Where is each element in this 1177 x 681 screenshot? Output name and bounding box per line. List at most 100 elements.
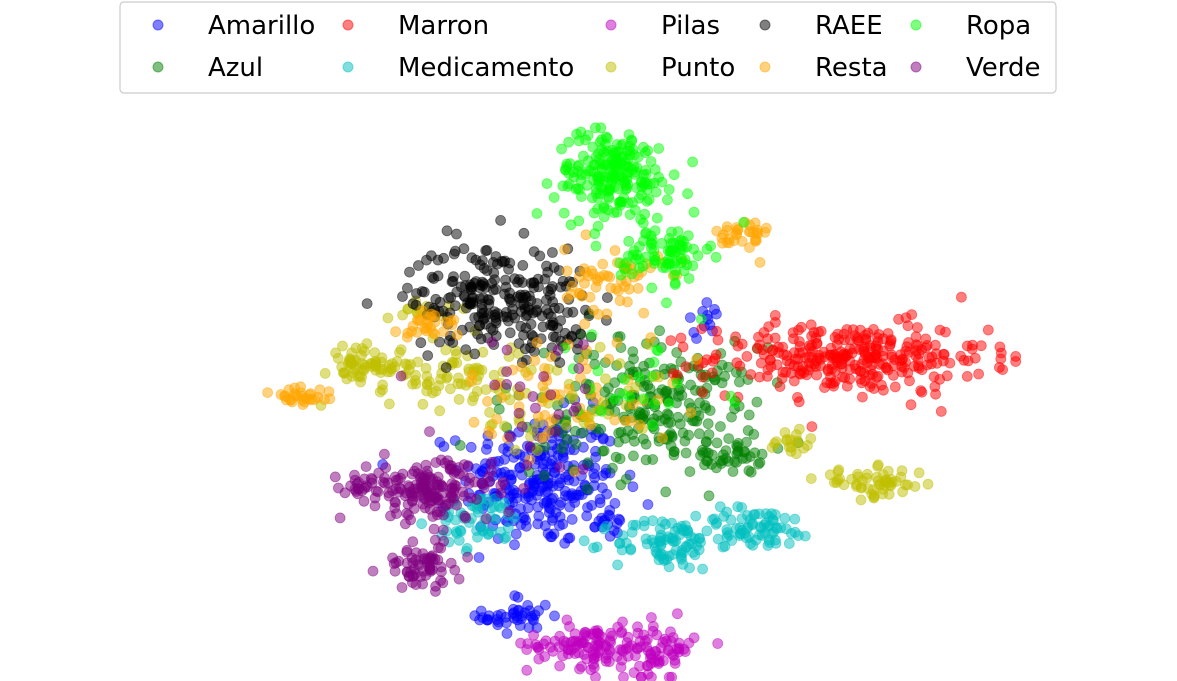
point-ropa xyxy=(671,377,683,389)
point-verde xyxy=(486,465,497,477)
point-resta xyxy=(579,318,591,330)
point-marron xyxy=(806,421,818,433)
point-marron xyxy=(961,340,973,352)
point-resta xyxy=(486,428,498,440)
point-punto xyxy=(832,466,844,477)
point-resta xyxy=(407,320,419,332)
point-azul xyxy=(628,450,639,462)
point-resta xyxy=(620,415,631,427)
point-resta xyxy=(516,361,527,373)
point-raee xyxy=(459,270,471,282)
point-verde xyxy=(329,471,341,483)
point-ropa xyxy=(648,257,660,269)
point-ropa xyxy=(556,143,567,155)
point-pilas xyxy=(557,650,568,662)
point-amarillo xyxy=(604,510,615,522)
point-azul xyxy=(581,483,593,495)
legend-label-ropa: Ropa xyxy=(966,11,1031,41)
point-ropa xyxy=(649,164,661,175)
point-resta xyxy=(634,419,646,431)
point-raee xyxy=(555,315,566,327)
point-pilas xyxy=(666,671,678,681)
point-ropa xyxy=(621,171,633,182)
point-verde xyxy=(366,477,378,489)
point-ropa xyxy=(573,215,585,227)
point-verde xyxy=(550,426,561,438)
point-pilas xyxy=(667,632,679,643)
point-ropa xyxy=(662,194,673,206)
point-medicamento xyxy=(641,538,653,550)
point-raee xyxy=(513,338,525,350)
point-punto xyxy=(395,344,407,356)
point-azul xyxy=(744,451,756,463)
point-ropa xyxy=(592,365,604,377)
point-resta xyxy=(575,372,586,384)
point-amarillo xyxy=(520,492,531,504)
point-marron xyxy=(915,385,927,397)
point-raee xyxy=(415,337,427,349)
point-ropa xyxy=(619,263,630,275)
point-marron xyxy=(854,365,866,377)
point-azul xyxy=(642,379,654,391)
point-marron xyxy=(856,377,868,389)
point-medicamento xyxy=(689,549,701,561)
point-resta xyxy=(645,332,657,344)
point-ropa xyxy=(581,179,593,191)
point-medicamento xyxy=(779,512,791,524)
point-ropa xyxy=(683,273,695,284)
point-medicamento xyxy=(695,537,706,548)
point-medicamento xyxy=(654,550,666,562)
point-punto xyxy=(600,373,611,385)
point-resta xyxy=(314,384,326,396)
point-ropa xyxy=(586,329,598,341)
point-ropa xyxy=(598,202,610,214)
point-verde xyxy=(360,461,372,473)
point-punto xyxy=(440,344,452,356)
point-raee xyxy=(547,296,558,308)
legend-marker-pilas xyxy=(605,19,617,31)
point-marron xyxy=(930,388,941,400)
point-marron xyxy=(863,352,875,364)
point-marron xyxy=(824,349,836,361)
point-verde xyxy=(573,362,585,374)
point-ropa xyxy=(541,178,553,190)
point-pilas xyxy=(647,625,659,637)
point-azul xyxy=(607,462,618,474)
point-marron xyxy=(928,371,940,383)
point-raee xyxy=(488,267,500,279)
point-raee xyxy=(602,292,613,304)
point-amarillo xyxy=(597,482,608,494)
point-verde xyxy=(412,482,424,494)
point-raee xyxy=(515,289,527,301)
point-resta xyxy=(685,407,697,419)
point-ropa xyxy=(634,253,645,265)
point-marron xyxy=(912,322,923,333)
point-pilas xyxy=(554,660,566,672)
point-ropa xyxy=(688,206,700,218)
point-ropa xyxy=(531,208,543,219)
point-marron xyxy=(811,369,823,381)
point-punto xyxy=(855,494,867,506)
point-marron xyxy=(755,357,767,369)
point-pilas xyxy=(579,629,590,640)
point-amarillo xyxy=(493,616,504,628)
point-ropa xyxy=(638,169,649,181)
point-raee xyxy=(503,263,515,275)
point-marron xyxy=(795,365,807,377)
point-verde xyxy=(367,565,379,577)
point-marron xyxy=(938,349,950,361)
point-ropa xyxy=(674,244,686,256)
point-marron xyxy=(961,370,973,382)
point-ropa xyxy=(688,243,699,255)
point-medicamento xyxy=(754,529,765,541)
legend-marker-raee xyxy=(759,19,771,31)
point-medicamento xyxy=(500,531,512,543)
point-verde xyxy=(513,407,525,419)
point-marron xyxy=(888,360,899,372)
point-raee xyxy=(496,255,508,267)
point-amarillo xyxy=(513,604,524,616)
point-azul xyxy=(538,470,550,482)
point-resta xyxy=(566,280,578,292)
point-verde xyxy=(377,476,389,488)
point-resta xyxy=(537,380,549,392)
